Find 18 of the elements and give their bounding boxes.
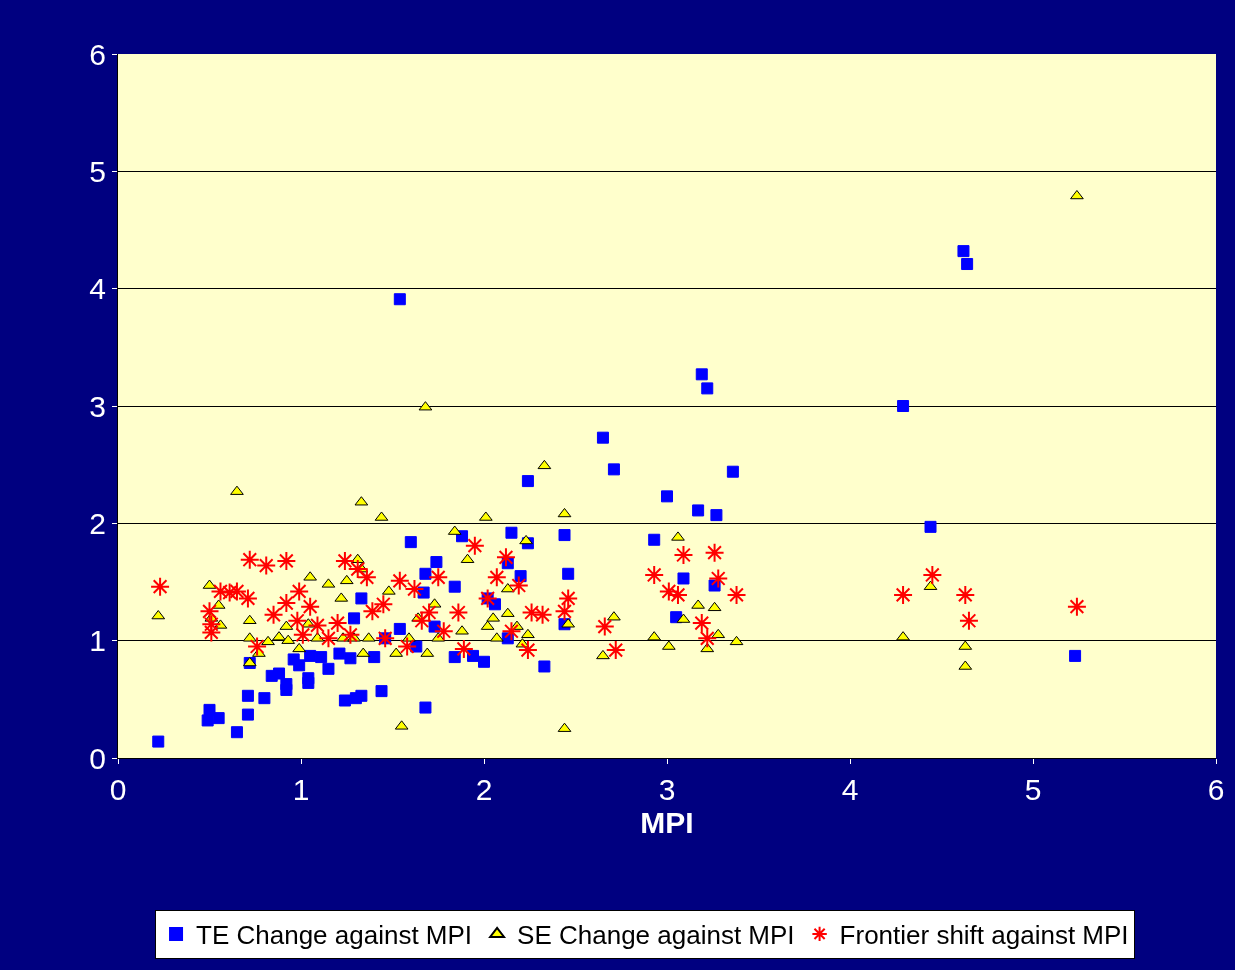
y-tick-label: 2 [89,506,106,540]
y-tick-label: 3 [89,389,106,423]
x-tick-label: 4 [841,773,859,806]
x-tick-label: 5 [1024,773,1042,806]
x-tick-label: 6 [1207,773,1225,806]
y-tick-label: 4 [89,272,106,306]
y-tick-label: 6 [89,37,106,71]
x-tick-label: 3 [658,773,676,806]
legend-label: SE Change against MPI [517,920,795,951]
y-tick-label: 5 [89,154,106,188]
y-tick-label: 1 [89,624,106,658]
x-tick-label: 2 [475,773,493,806]
legend-label: Frontier shift against MPI [839,920,1129,951]
y-tick-label: 0 [89,741,106,775]
legend-label: TE Change against MPI [196,920,473,951]
x-tick-label: 0 [109,773,127,806]
x-tick-label: 1 [292,773,310,806]
x-axis-title: MPI [640,806,694,839]
